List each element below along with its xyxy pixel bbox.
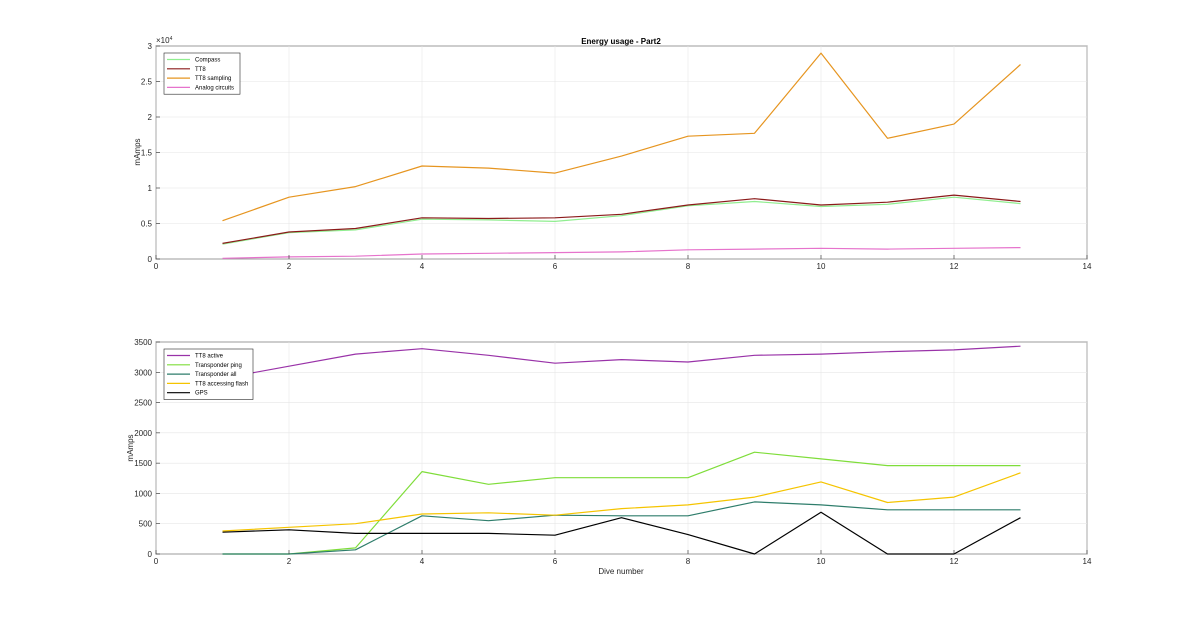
top-xtick-label: 0 bbox=[154, 262, 159, 271]
bottom-xtick-label: 0 bbox=[154, 557, 159, 566]
top-axes-ticks: 0 2 4 6 8 10 12 14 0 0.5 1 1.5 2 2.5 3 bbox=[141, 42, 1092, 271]
bottom-xtick-label: 10 bbox=[817, 557, 826, 566]
top-legend-label-analog-circuits: Analog circuits bbox=[195, 85, 234, 91]
bottom-axes-xlabel: Dive number bbox=[598, 567, 644, 576]
bottom-ytick-label: 2500 bbox=[134, 399, 152, 408]
bottom-xtick-label: 2 bbox=[287, 557, 292, 566]
top-axes-ylabel: mAmps bbox=[133, 138, 142, 165]
bottom-axes-series bbox=[222, 345, 1021, 555]
bottom-ytick-label: 1000 bbox=[134, 489, 152, 498]
bottom-legend-label-gps: GPS bbox=[195, 391, 208, 397]
bottom-ytick-label: 2000 bbox=[134, 429, 152, 438]
top-axes-exponent: ×104 bbox=[156, 36, 173, 45]
bottom-legend-label-tt8-accessing-flash: TT8 accessing flash bbox=[195, 381, 248, 387]
top-ytick-label: 0.5 bbox=[141, 220, 153, 229]
top-axes-series bbox=[222, 52, 1021, 259]
top-axes: 0 2 4 6 8 10 12 14 0 0.5 1 1.5 2 2.5 3 Energy usage - … bbox=[133, 36, 1092, 271]
top-xtick-label: 14 bbox=[1083, 262, 1092, 271]
top-series-line-analog-circuits bbox=[222, 247, 1021, 259]
top-xtick-label: 4 bbox=[420, 262, 425, 271]
top-axes-legend: Compass TT8 TT8 sampling Analog circuits bbox=[163, 52, 241, 95]
bottom-series-line-gps bbox=[222, 511, 1021, 555]
top-xtick-label: 12 bbox=[950, 262, 959, 271]
top-ytick-label: 1 bbox=[148, 184, 153, 193]
top-axes-exponent-power: 4 bbox=[170, 36, 173, 42]
bottom-xtick-label: 4 bbox=[420, 557, 425, 566]
bottom-xtick-label: 14 bbox=[1083, 557, 1092, 566]
top-ytick-label: 1.5 bbox=[141, 149, 153, 158]
bottom-series-line-transponder-all bbox=[222, 501, 1021, 555]
bottom-axes-ylabel: mAmps bbox=[126, 434, 135, 461]
bottom-legend-label-transponder-ping: Transponder ping bbox=[195, 363, 242, 369]
bottom-legend-label-transponder-all: Transponder all bbox=[195, 372, 236, 378]
top-legend-label-compass: Compass bbox=[195, 58, 220, 64]
top-xtick-label: 10 bbox=[817, 262, 826, 271]
top-ytick-label: 0 bbox=[148, 255, 153, 264]
top-xtick-label: 8 bbox=[686, 262, 691, 271]
bottom-ytick-label: 500 bbox=[139, 520, 153, 529]
top-ytick-label: 2 bbox=[148, 113, 153, 122]
bottom-axes-box bbox=[155, 341, 1088, 555]
bottom-xtick-label: 8 bbox=[686, 557, 691, 566]
top-axes-exponent-base: ×10 bbox=[156, 36, 170, 45]
bottom-series-line-transponder-ping bbox=[222, 451, 1021, 555]
top-series-line-compass bbox=[222, 196, 1021, 245]
top-ytick-label: 3 bbox=[148, 42, 153, 51]
bottom-legend-label-tt8-active: TT8 active bbox=[195, 354, 224, 360]
top-axes-title: Energy usage - Part2 bbox=[581, 37, 661, 46]
bottom-axes-legend: TT8 active Transponder ping Transponder al… bbox=[163, 348, 254, 400]
top-xtick-label: 6 bbox=[553, 262, 558, 271]
bottom-series-line-tt8-active bbox=[222, 345, 1021, 379]
top-legend-label-tt8-sampling: TT8 sampling bbox=[195, 76, 231, 82]
bottom-axes-ticks: 0 2 4 6 8 10 12 14 0 500 1000 1500 2000 2500 3000 3500 bbox=[134, 338, 1092, 566]
bottom-ytick-label: 3000 bbox=[134, 368, 152, 377]
top-xtick-label: 2 bbox=[287, 262, 292, 271]
bottom-xtick-label: 12 bbox=[950, 557, 959, 566]
bottom-axes: 0 2 4 6 8 10 12 140500100015002000250030003500 … bbox=[126, 338, 1092, 576]
bottom-series-line-tt8-accessing-flash bbox=[222, 472, 1021, 532]
bottom-ytick-label: 0 bbox=[148, 550, 153, 559]
bottom-ytick-label: 1500 bbox=[134, 459, 152, 468]
bottom-ytick-label: 3500 bbox=[134, 338, 152, 347]
top-series-line-tt8 bbox=[222, 194, 1021, 244]
top-series-line-tt8-sampling bbox=[222, 52, 1021, 222]
top-legend-label-tt8: TT8 bbox=[195, 67, 206, 73]
top-ytick-label: 2.5 bbox=[141, 78, 153, 87]
bottom-xtick-label: 6 bbox=[553, 557, 558, 566]
top-axes-grid bbox=[155, 45, 1088, 260]
